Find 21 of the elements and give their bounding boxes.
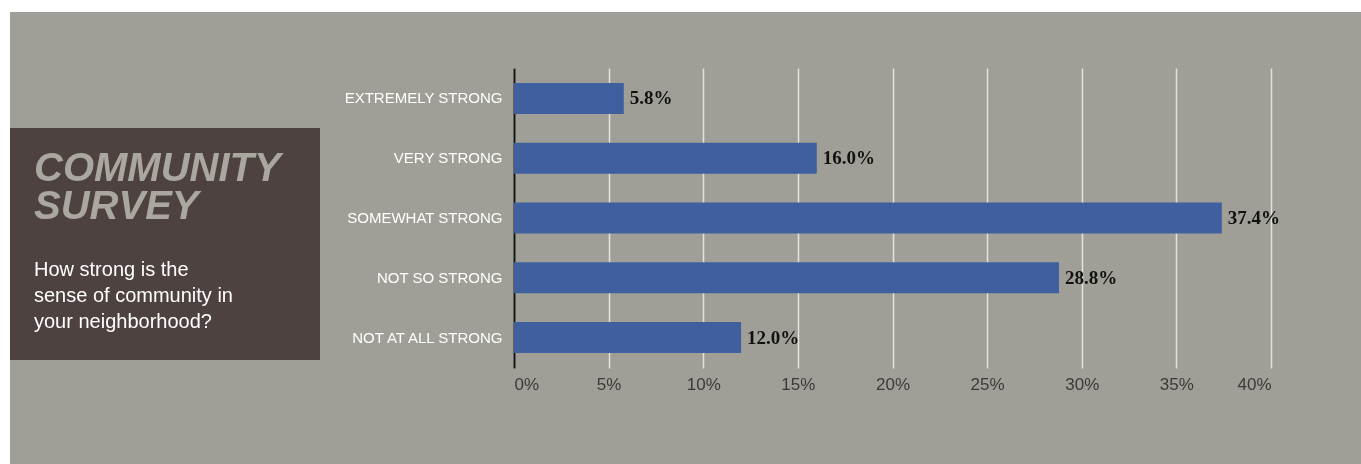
x-tick-label: 35% (1159, 374, 1194, 394)
y-tick-label: NOT AT ALL STRONG (352, 328, 503, 346)
data-label: 37.4% (1227, 207, 1281, 228)
y-tick-label: EXTREMELY STRONG (344, 89, 503, 107)
y-tick-label: VERY STRONG (393, 149, 503, 167)
x-tick-label: 15% (781, 374, 816, 394)
x-tick-label: 25% (970, 374, 1005, 394)
text: How strong is the sense of community in your neighborhood? (34, 257, 234, 334)
y-tick-label: SOMEWHAT STRONG (347, 209, 503, 226)
x-tick-label: 40% (1237, 374, 1272, 394)
data-label: 16.0% (822, 147, 876, 169)
text: COMMUNITY SURVEY (34, 145, 285, 227)
x-tick-label: 30% (1065, 374, 1100, 394)
y-tick-label: NOT SO STRONG (376, 268, 503, 286)
x-tick-label: 20% (875, 374, 911, 394)
data-label: 5.8% (629, 87, 673, 109)
data-label: 28.8% (1065, 266, 1118, 288)
x-tick-label: 10% (686, 374, 721, 394)
x-tick-label: 5% (596, 374, 622, 394)
x-tick-label: 0% (514, 374, 540, 394)
data-label: 12.0% (747, 326, 800, 348)
